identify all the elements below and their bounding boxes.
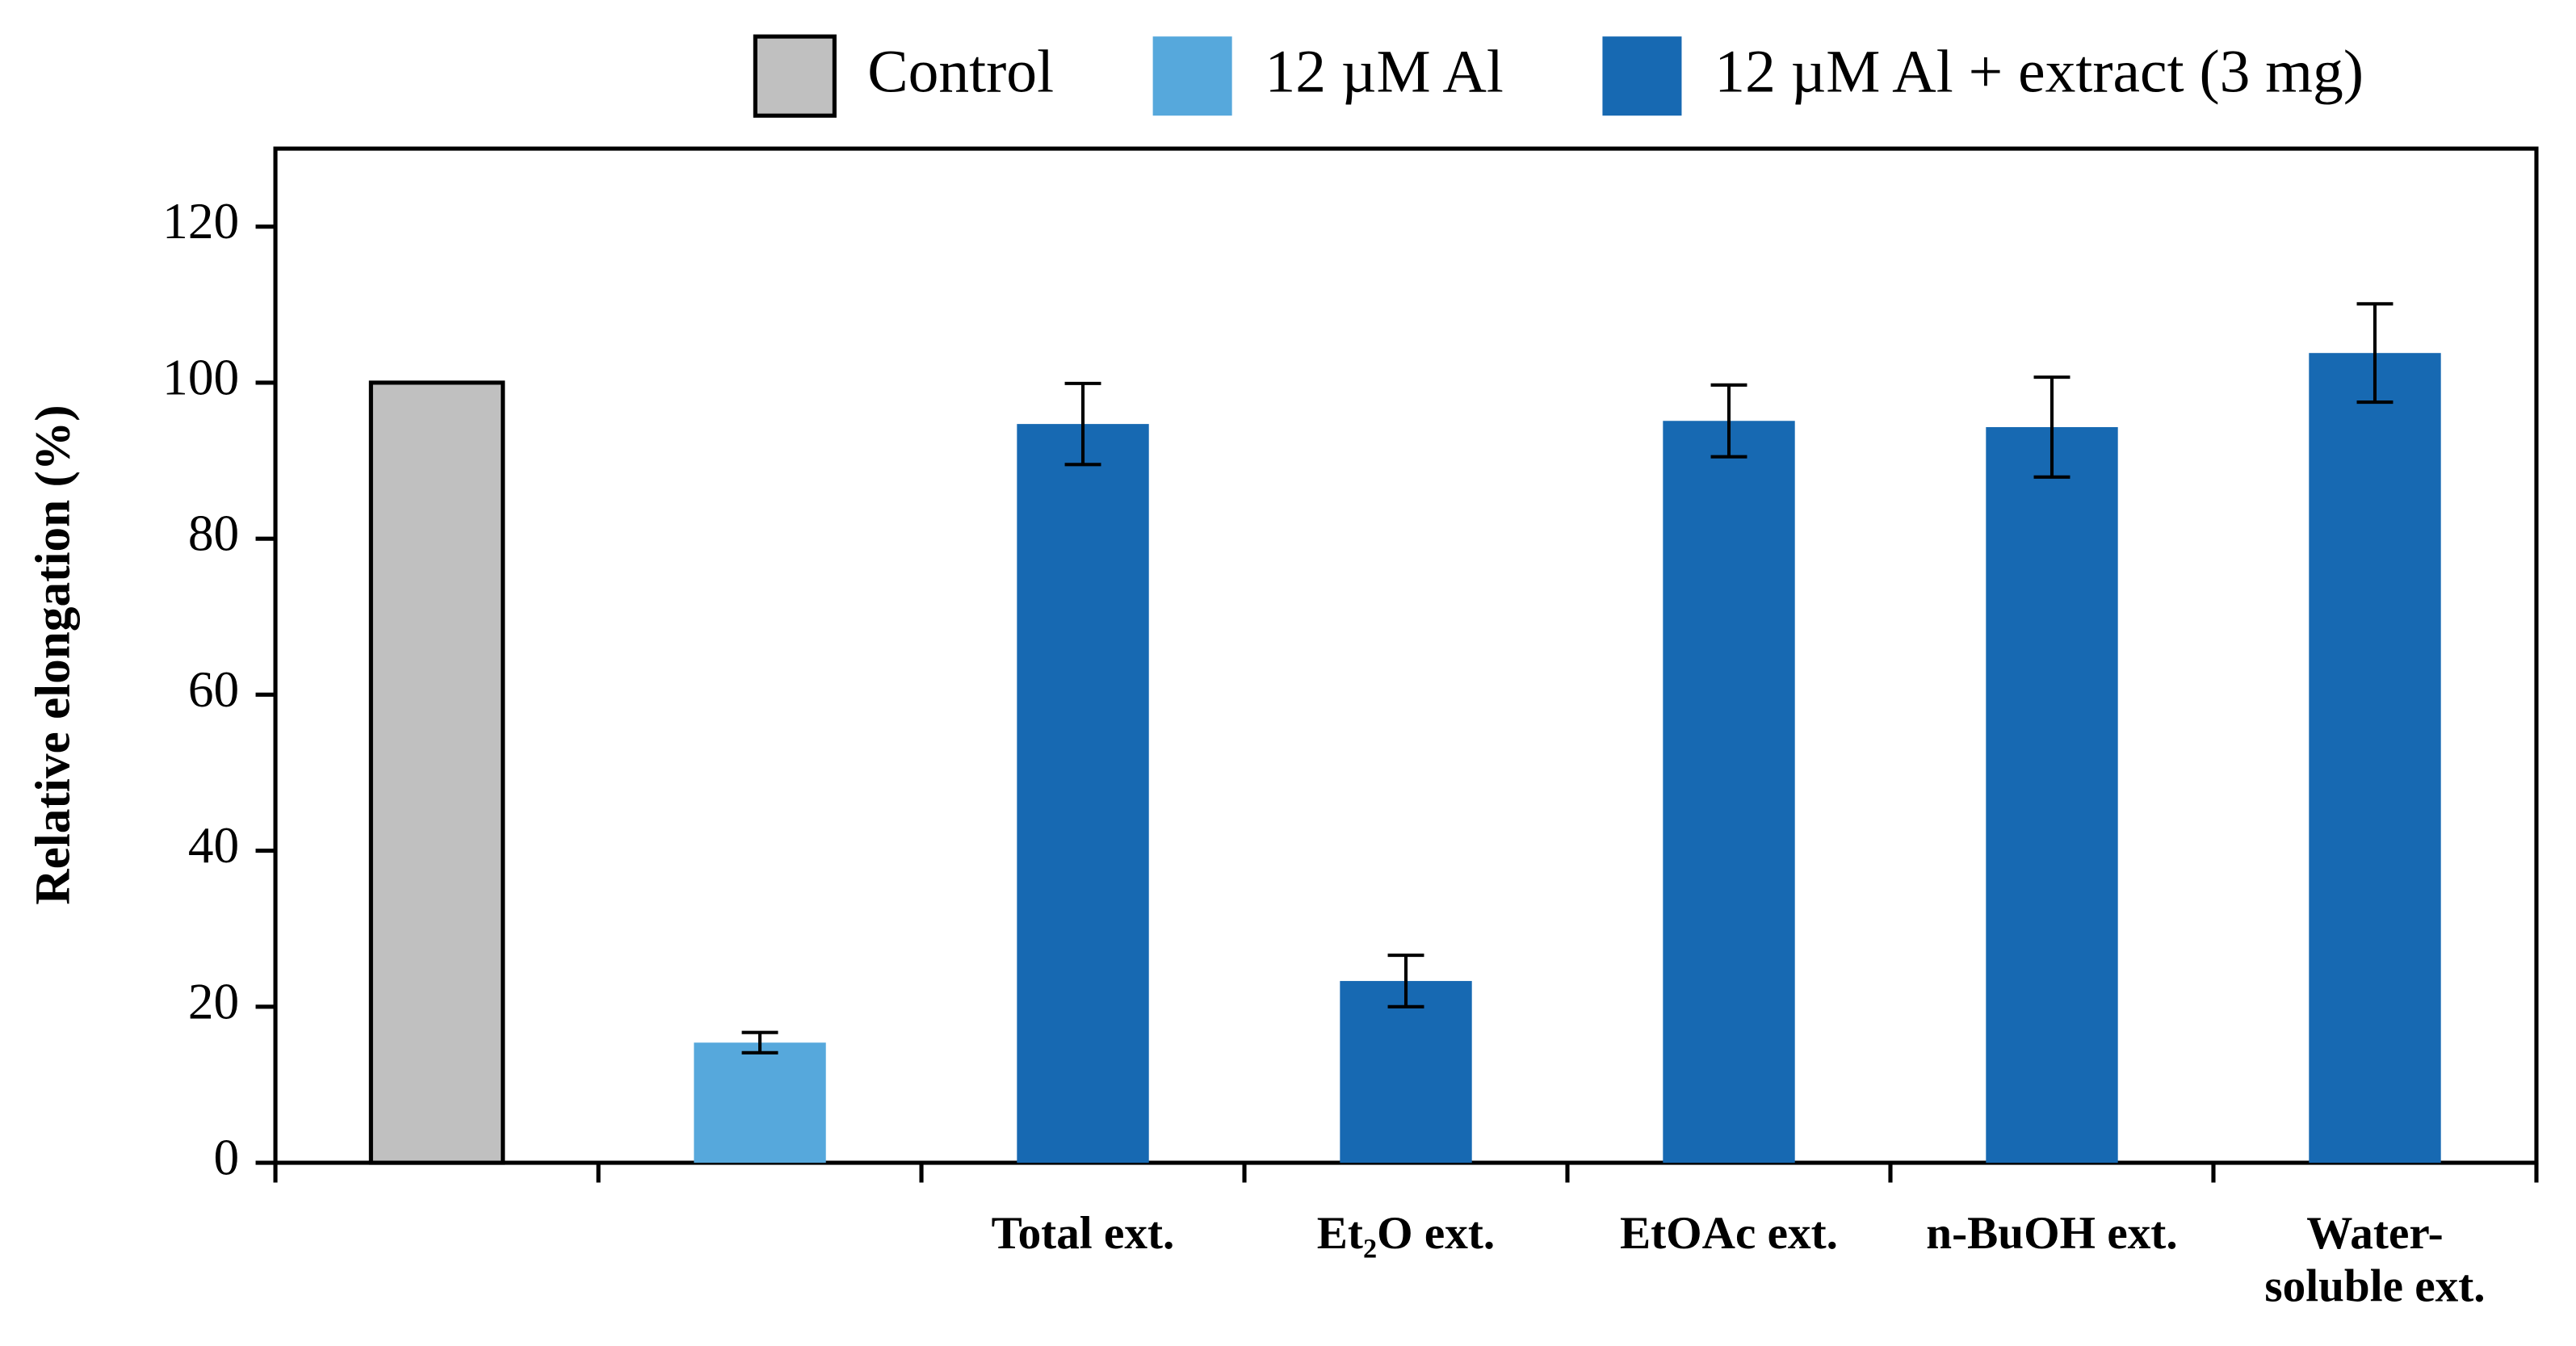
y-axis-title: Relative elongation (%): [26, 405, 81, 904]
y-tick-label: 120: [162, 193, 239, 249]
y-tick-label: 100: [162, 349, 239, 405]
legend-swatch: [1152, 36, 1232, 116]
legend-label: 12 µM Al: [1265, 39, 1503, 106]
legend-label: Control: [867, 39, 1054, 106]
y-tick-label: 20: [188, 973, 239, 1029]
y-tick-label: 0: [213, 1130, 239, 1186]
legend-label: 12 µM Al + extract (3 mg): [1714, 39, 2364, 106]
y-tick-label: 40: [188, 817, 239, 874]
bar: [1340, 980, 1472, 1164]
x-tick-label: Water- soluble ext.: [2264, 1209, 2486, 1314]
x-tick-label: EtOAc ext.: [1620, 1209, 1838, 1260]
x-tick-label-box: n-BuOH ext.: [1926, 1209, 2178, 1260]
x-tick-label-box: EtOAc ext.: [1620, 1209, 1838, 1260]
bar: [694, 1042, 826, 1164]
legend-swatch: [1602, 36, 1682, 116]
bar: [2309, 353, 2441, 1164]
bar: [368, 380, 506, 1165]
bar: [1663, 421, 1795, 1164]
y-tick-label: 60: [188, 661, 239, 718]
legend-swatch: [753, 34, 837, 118]
x-tick-label-box: Et₂O ext.: [1316, 1209, 1496, 1260]
y-tick-label: 80: [188, 505, 239, 562]
x-tick-label: Total ext.: [991, 1209, 1175, 1260]
x-tick-label: Et₂O ext.: [1316, 1209, 1496, 1260]
bar: [1986, 426, 2118, 1164]
bar: [1017, 424, 1149, 1164]
x-tick-label-box: Total ext.: [991, 1209, 1175, 1260]
x-tick-label: n-BuOH ext.: [1926, 1209, 2178, 1260]
x-tick-label-box: Water- soluble ext.: [2264, 1209, 2486, 1314]
